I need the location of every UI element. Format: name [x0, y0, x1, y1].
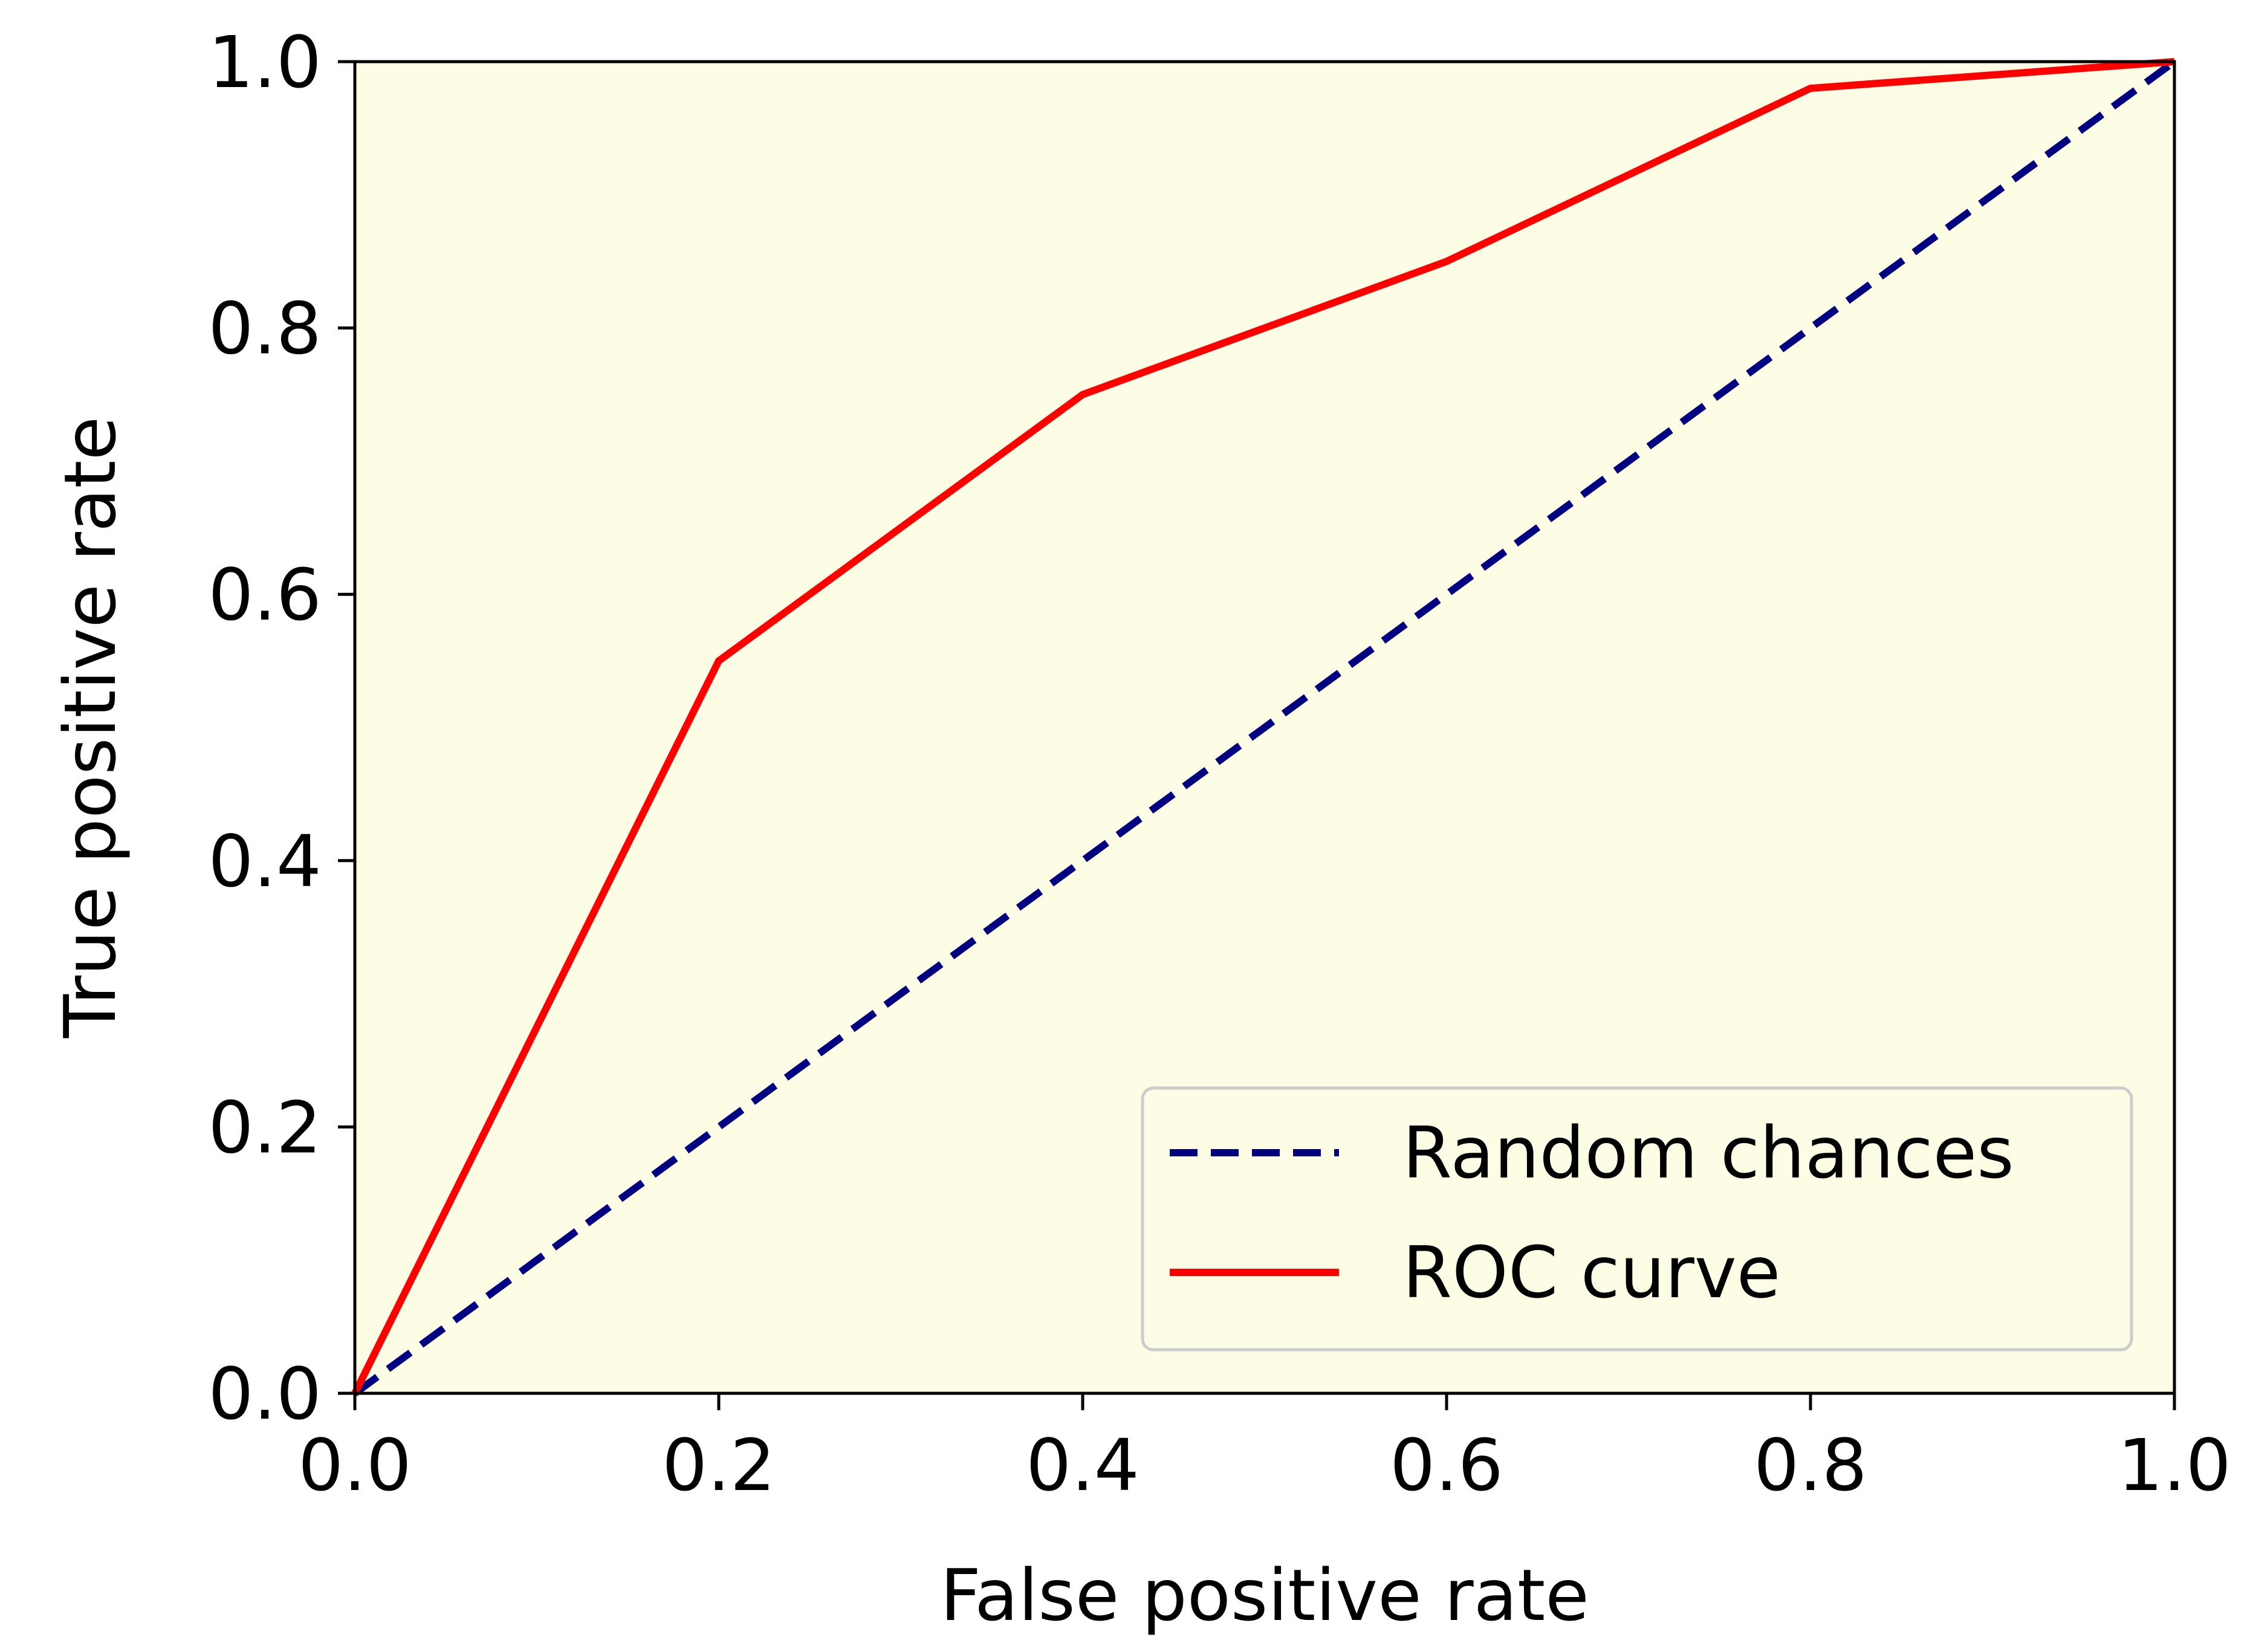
legend: Random chances ROC curve: [1141, 1086, 2133, 1352]
y-axis-ticks: 0.0 0.2 0.4 0.6 0.8 1.0: [208, 21, 355, 1436]
legend-box: [1141, 1086, 2133, 1352]
series-layer: [351, 58, 2177, 1396]
x-tick-label: 1.0: [2118, 1424, 2231, 1507]
x-axis-ticks: 0.0 0.2 0.4 0.6 0.8 1.0: [298, 1393, 2231, 1507]
y-tick-label: 1.0: [208, 21, 322, 104]
plot-frame: [353, 60, 2176, 1395]
legend-label-roc-curve: ROC curve: [1402, 1231, 1780, 1314]
x-tick-label: 0.0: [298, 1424, 412, 1507]
y-tick-label: 0.2: [208, 1086, 322, 1169]
x-tick-label: 0.2: [662, 1424, 776, 1507]
x-tick-label: 0.8: [1754, 1424, 1867, 1507]
series-random-chances-line: [352, 59, 2177, 1396]
y-tick-label: 0.4: [208, 820, 322, 903]
x-axis-label: False positive rate: [940, 1553, 1589, 1637]
y-tick-label: 0.8: [208, 287, 322, 371]
series-roc-curve-line: [351, 58, 2175, 1395]
legend-label-random-chances: Random chances: [1402, 1111, 2014, 1194]
x-tick-label: 0.6: [1390, 1424, 1503, 1507]
y-tick-label: 0.0: [208, 1352, 322, 1436]
x-tick-label: 0.4: [1026, 1424, 1139, 1507]
y-tick-label: 0.6: [208, 553, 322, 637]
y-axis-label: True positive rate: [48, 416, 132, 1038]
